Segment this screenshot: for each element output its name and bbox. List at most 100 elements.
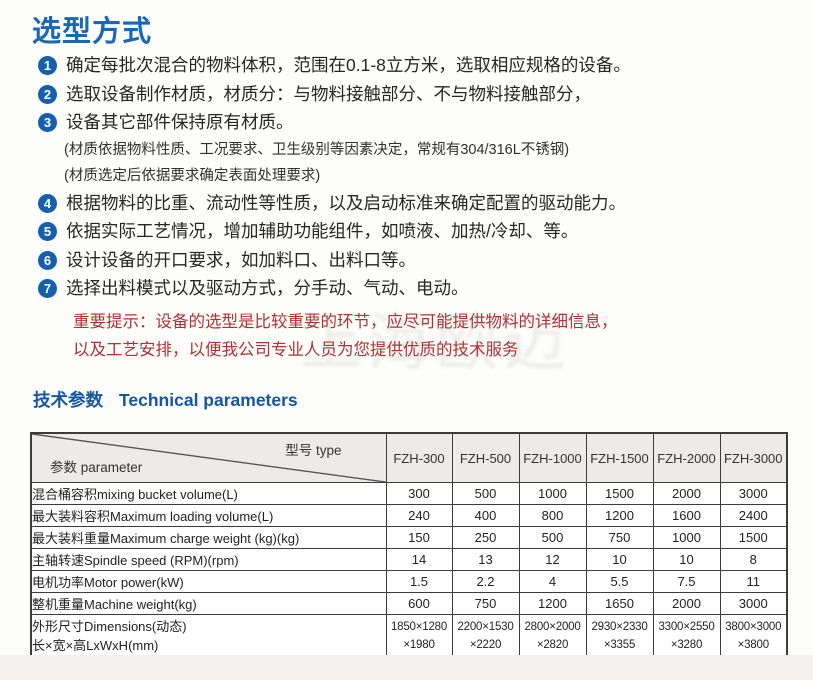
- table-row-machine-weight: 整机重量Machine weight(kg) 600 750 1200 1650…: [30, 592, 788, 615]
- step-number-badge: 4: [38, 193, 57, 213]
- cell-value: 3800×3000 ×3800: [719, 614, 788, 659]
- step-text: 确定每批次混合的物料体积，范围在0.1-8立方米，选取相应规格的设备。: [66, 55, 631, 75]
- material-note-1: (材质依据物料性质、工况要求、卫生级别等因素决定，常规有304/316L不锈钢): [64, 141, 570, 158]
- heading-en: Technical parameters: [119, 390, 298, 410]
- row-label: 主轴转速Spindle speed (RPM)(rpm): [30, 548, 387, 571]
- selection-step-1: 1 确定每批次混合的物料体积，范围在0.1-8立方米，选取相应规格的设备。: [38, 51, 788, 80]
- table-row-dimensions: 外形尺寸Dimensions(动态) 长×宽×高LxWxH(mm) 1850×1…: [30, 614, 788, 659]
- row-label: 最大装料容积Maximum loading volume(L): [30, 504, 387, 527]
- cell-value: 150: [385, 526, 453, 549]
- selection-step-5: 5 依据实际工艺情况，增加辅助功能组件，如喷液、加热/冷却、等。: [38, 217, 788, 246]
- step-number-badge: 2: [38, 84, 57, 104]
- column-header-fzh-1000: FZH-1000: [518, 432, 587, 483]
- cell-value: 10: [585, 548, 654, 571]
- step-text: 依据实际工艺情况，增加辅助功能组件，如喷液、加热/冷却、等。: [66, 221, 579, 241]
- cell-value: 1200: [585, 504, 654, 527]
- row-label: 最大装料重量Maximum charge weight (kg)(kg): [30, 526, 387, 549]
- cell-value: 7.5: [652, 570, 721, 593]
- cell-value: 1.5: [385, 570, 453, 593]
- cell-value: 400: [451, 504, 520, 527]
- cell-value: 1200: [518, 592, 587, 615]
- corner-type-label: 型号 type: [285, 443, 342, 458]
- step-number-badge: 5: [38, 222, 57, 241]
- step-number-badge: 6: [38, 250, 57, 270]
- cell-value: 2.2: [451, 570, 520, 593]
- column-header-fzh-500: FZH-500: [451, 432, 520, 483]
- technical-parameters-table: 型号 type 参数 parameter FZH-300 FZH-500 FZH…: [30, 432, 788, 659]
- cell-value: 2400: [719, 504, 788, 527]
- cell-value: 4: [518, 570, 587, 593]
- cell-value: 1850×1280 ×1980: [385, 614, 453, 659]
- cell-value: 600: [385, 592, 453, 615]
- table-row-spindle-speed: 主轴转速Spindle speed (RPM)(rpm) 14 13 12 10…: [30, 548, 788, 571]
- cell-value: 1650: [585, 592, 654, 615]
- table-corner-cell: 型号 type 参数 parameter: [30, 432, 387, 483]
- material-note-2: (材质选定后依据要求确定表面处理要求): [64, 167, 321, 184]
- cell-value: 800: [518, 504, 587, 527]
- cell-value: 750: [585, 526, 654, 549]
- cell-value: 2000: [652, 482, 721, 505]
- selection-step-3: 3 设备其它部件保持原有材质。: [38, 108, 788, 137]
- cell-value: 10: [652, 548, 721, 571]
- selection-step-2: 2 选取设备制作材质，材质分：与物料接触部分、不与物料接触部分，: [38, 80, 788, 109]
- table-row-loading-volume: 最大装料容积Maximum loading volume(L) 240 400 …: [30, 504, 788, 527]
- important-note: 重要提示：设备的选型是比较重要的环节，应尽可能提供物料的详细信息， 以及工艺安排…: [73, 308, 788, 365]
- cell-value: 250: [451, 526, 520, 549]
- bottom-background-strip: [0, 655, 813, 680]
- diagonal-divider: [32, 434, 386, 482]
- step-text: 根据物料的比重、流动性等性质，以及启动标准来确定配置的驱动能力。: [66, 192, 626, 213]
- column-header-fzh-3000: FZH-3000: [719, 432, 788, 483]
- column-header-fzh-2000: FZH-2000: [652, 432, 721, 483]
- page-title: 选型方式: [32, 16, 153, 48]
- corner-parameter-label: 参数 parameter: [50, 460, 143, 475]
- cell-value: 12: [518, 548, 587, 571]
- cell-value: 11: [719, 570, 788, 593]
- cell-value: 14: [385, 548, 453, 571]
- row-label: 混合桶容积mixing bucket volume(L): [30, 482, 387, 505]
- row-label: 外形尺寸Dimensions(动态) 长×宽×高LxWxH(mm): [30, 614, 387, 659]
- cell-value: 500: [451, 482, 520, 505]
- column-header-fzh-300: FZH-300: [385, 432, 453, 483]
- cell-value: 750: [451, 592, 520, 615]
- cell-value: 1000: [518, 482, 587, 505]
- step-number-badge: 7: [38, 279, 57, 298]
- step-text: 设计设备的开口要求，如加料口、出料口等。: [66, 249, 416, 270]
- column-header-fzh-1500: FZH-1500: [585, 432, 654, 483]
- cell-value: 1500: [585, 482, 654, 505]
- cell-value: 5.5: [585, 570, 654, 593]
- cell-value: 2200×1530 ×2220: [451, 614, 520, 659]
- cell-value: 2000: [652, 592, 721, 615]
- table-row-motor-power: 电机功率Motor power(kW) 1.5 2.2 4 5.5 7.5 11: [30, 570, 788, 593]
- cell-value: 2800×2000 ×2820: [518, 614, 587, 659]
- step-text: 选择出料模式以及驱动方式，分手动、气动、电动。: [66, 278, 469, 298]
- technical-parameters-heading: 技术参数 Technical parameters: [33, 387, 298, 412]
- cell-value: 1600: [652, 504, 721, 527]
- cell-value: 1000: [652, 526, 721, 549]
- step-text: 选取设备制作材质，材质分：与物料接触部分、不与物料接触部分，: [66, 83, 591, 104]
- step-number-badge: 3: [38, 113, 57, 132]
- cell-value: 3000: [719, 592, 788, 615]
- heading-zh: 技术参数: [33, 390, 103, 410]
- important-note-line1: 重要提示：设备的选型是比较重要的环节，应尽可能提供物料的详细信息，: [73, 312, 618, 331]
- cell-value: 300: [385, 482, 453, 505]
- cell-value: 1500: [719, 526, 788, 549]
- selection-step-6: 6 设计设备的开口要求，如加料口、出料口等。: [38, 246, 788, 275]
- dimensions-label-line2: 长×宽×高LxWxH(mm): [32, 638, 159, 653]
- row-label: 整机重量Machine weight(kg): [30, 592, 387, 615]
- row-label: 电机功率Motor power(kW): [30, 570, 387, 593]
- table-row-charge-weight: 最大装料重量Maximum charge weight (kg)(kg) 150…: [30, 526, 788, 549]
- dimensions-label-line1: 外形尺寸Dimensions(动态): [32, 619, 187, 634]
- cell-value: 13: [451, 548, 520, 571]
- table-header-row: 型号 type 参数 parameter FZH-300 FZH-500 FZH…: [30, 432, 788, 483]
- selection-steps-list: 1 确定每批次混合的物料体积，范围在0.1-8立方米，选取相应规格的设备。 2 …: [38, 51, 788, 365]
- selection-step-4: 4 根据物料的比重、流动性等性质，以及启动标准来确定配置的驱动能力。: [38, 189, 788, 218]
- cell-value: 240: [385, 504, 453, 527]
- step-text: 设备其它部件保持原有材质。: [66, 112, 294, 132]
- important-note-line2: 以及工艺安排，以便我公司专业人员为您提供优质的技术服务: [73, 341, 519, 359]
- cell-value: 3000: [719, 482, 788, 505]
- cell-value: 8: [719, 548, 788, 571]
- selection-step-7: 7 选择出料模式以及驱动方式，分手动、气动、电动。: [38, 274, 788, 303]
- cell-value: 2930×2330 ×3355: [585, 614, 654, 659]
- cell-value: 3300×2550 ×3280: [652, 614, 721, 659]
- step-number-badge: 1: [38, 56, 57, 75]
